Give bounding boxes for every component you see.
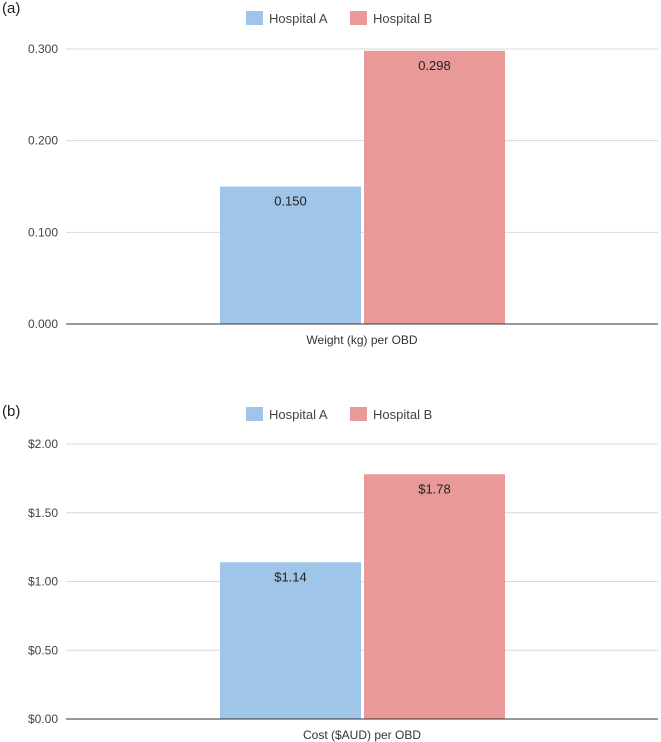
bar-hospital-a [220, 562, 361, 719]
bar-hospital-a [220, 186, 361, 324]
y-tick-label: $0.50 [28, 643, 58, 657]
panel-label-a: (a) [2, 0, 21, 17]
legend-label-hospital-b: Hospital B [373, 11, 432, 26]
x-category-label: Cost ($AUD) per OBD [303, 728, 421, 742]
bar-hospital-b [364, 474, 505, 719]
y-tick-label: $2.00 [28, 437, 58, 451]
data-label-hospital-b: 0.298 [418, 58, 451, 73]
legend-swatch-hospital-a [246, 11, 263, 25]
y-tick-label: 0.000 [28, 317, 58, 331]
data-label-hospital-a: $1.14 [274, 569, 307, 584]
bar-hospital-b [364, 50, 505, 324]
y-tick-label: 0.200 [28, 134, 58, 148]
y-tick-label: 0.100 [28, 225, 58, 239]
data-label-hospital-b: $1.78 [418, 481, 451, 496]
y-tick-label: $1.50 [28, 506, 58, 520]
legend-label-hospital-a: Hospital A [269, 11, 328, 26]
y-tick-label: 0.300 [28, 42, 58, 56]
legend-label-hospital-b: Hospital B [373, 407, 432, 422]
chart-cost-per-obd: Hospital A Hospital B $0.00 $0.50 $1.00 $1.50… [28, 407, 658, 742]
legend-swatch-hospital-a [246, 407, 263, 421]
y-tick-label: $1.00 [28, 575, 58, 589]
legend-swatch-hospital-b [350, 407, 367, 421]
legend-swatch-hospital-b [350, 11, 367, 25]
panel-label-b: (b) [2, 403, 21, 420]
legend-label-hospital-a: Hospital A [269, 407, 328, 422]
x-category-label: Weight (kg) per OBD [306, 333, 417, 347]
y-tick-label: $0.00 [28, 712, 58, 726]
data-label-hospital-a: 0.150 [274, 194, 307, 209]
chart-weight-per-obd: Hospital A Hospital B 0.000 0.100 0.200 0.300… [28, 11, 658, 347]
